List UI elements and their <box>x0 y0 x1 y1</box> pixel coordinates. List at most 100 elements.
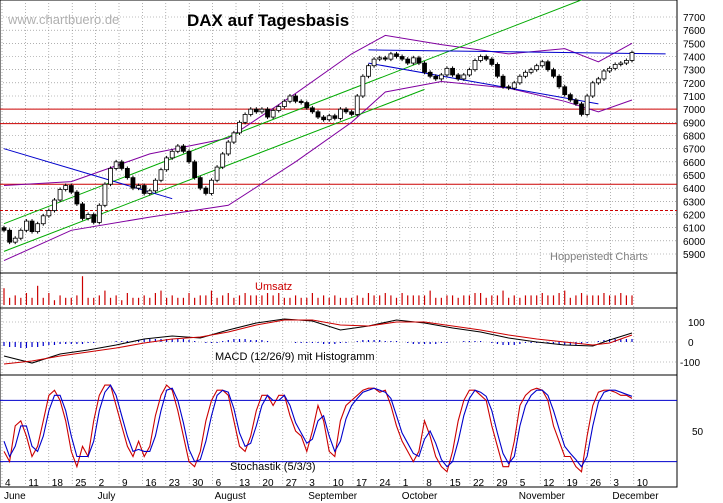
x-tick-label: 3 <box>613 478 619 489</box>
candle-body <box>623 60 629 64</box>
candle-body <box>450 67 455 76</box>
candle-body <box>248 108 254 115</box>
candle-body <box>472 60 478 71</box>
macd-tick-label: 0 <box>688 338 694 349</box>
candle-body <box>556 75 562 88</box>
candle-body <box>63 185 69 190</box>
x-tick-label: 9 <box>122 478 128 489</box>
candle-body <box>338 108 343 119</box>
candle-body <box>562 86 568 96</box>
price-tick-label: 6100 <box>683 224 706 235</box>
candle-body <box>68 185 74 193</box>
trend-lines <box>3 0 666 252</box>
price-tick-label: 6400 <box>683 184 706 195</box>
candle-body <box>24 220 29 231</box>
x-tick-label: 20 <box>262 478 274 489</box>
candle-body <box>478 56 484 61</box>
lower-trend-channel-line <box>3 88 425 252</box>
candle-body <box>343 108 349 113</box>
candle-body <box>394 53 399 57</box>
signal-line <box>3 319 633 365</box>
candle-body <box>181 145 186 152</box>
candle-body <box>242 114 248 123</box>
x-tick-label: 10 <box>333 478 345 489</box>
price-tick-label: 6800 <box>683 132 706 143</box>
x-tick-label: 11 <box>28 478 39 489</box>
lower-trend-channel-line <box>368 62 599 105</box>
stochastic-k-line <box>3 384 633 473</box>
price-tick-label: 6900 <box>683 118 706 129</box>
candle-body <box>489 58 495 65</box>
candle-body <box>18 229 24 239</box>
candle-body <box>354 95 360 115</box>
price-tick-label: 7400 <box>683 53 706 64</box>
price-tick-label: 7200 <box>683 79 706 90</box>
x-tick-label: 17 <box>356 478 368 489</box>
x-tick-label: 19 <box>567 478 579 489</box>
price-tick-label: 7600 <box>683 26 706 37</box>
candle-body <box>35 223 41 233</box>
watermark: www.chartbuero.de <box>7 12 119 27</box>
candle-body <box>433 75 439 80</box>
candle-body <box>220 153 226 168</box>
x-tick-label: 22 <box>473 478 485 489</box>
x-tick-label: 25 <box>75 478 87 489</box>
price-tick-label: 5900 <box>683 250 706 261</box>
candle-body <box>96 204 102 223</box>
candle-body <box>629 52 635 61</box>
candle-body <box>483 56 489 60</box>
candle-body <box>495 64 500 77</box>
candle-body <box>590 82 596 97</box>
macd-line <box>3 318 633 364</box>
x-tick-label: 8 <box>426 478 432 489</box>
x-tick-label: 13 <box>239 478 251 489</box>
candle-body <box>500 75 506 88</box>
candle-body <box>113 161 119 169</box>
macd-label: MACD (12/26/9) mit Histogramm <box>215 351 375 363</box>
candle-body <box>584 95 590 115</box>
y-axis-labels: 5900 6000 6100 6200 6300 6400 6500 6600 6700 6800… <box>680 13 706 438</box>
candle-body <box>57 189 63 201</box>
price-tick-label: 6500 <box>683 171 706 182</box>
candle-body <box>539 61 545 67</box>
price-tick-label: 6700 <box>683 145 706 156</box>
candle-body <box>209 179 214 194</box>
candle-body <box>231 132 237 143</box>
month-label: June <box>4 491 26 502</box>
candle-body <box>186 150 192 163</box>
candle-body <box>164 157 170 171</box>
candle-body <box>7 229 13 243</box>
candle-body <box>102 183 108 206</box>
x-tick-label: 26 <box>590 478 602 489</box>
candle-body <box>108 168 113 185</box>
x-tick-label: 29 <box>496 478 508 489</box>
candle-body <box>203 187 209 194</box>
candle-body <box>618 62 624 65</box>
month-label: December <box>612 491 659 502</box>
price-tick-label: 6000 <box>683 237 706 248</box>
month-label: August <box>215 491 246 502</box>
candle-body <box>612 64 618 69</box>
candle-body <box>40 215 46 225</box>
candle-body <box>29 220 35 233</box>
candle-body <box>298 100 304 103</box>
candle-body <box>528 69 534 73</box>
candle-body <box>304 102 310 109</box>
candle-body <box>601 70 607 80</box>
x-tick-label: 24 <box>379 478 391 489</box>
month-label: July <box>98 491 116 502</box>
price-tick-label: 7700 <box>683 13 706 24</box>
candle-body <box>91 214 97 223</box>
candle-body <box>124 168 130 179</box>
stochastic-panel <box>0 384 677 473</box>
price-tick-label: 6200 <box>683 211 706 222</box>
candle-body <box>141 185 147 194</box>
chart-frame <box>0 0 678 488</box>
candle-body <box>427 71 433 77</box>
macd-tick-label: 100 <box>688 318 705 329</box>
candle-body <box>416 57 422 64</box>
candle-body <box>405 58 411 64</box>
source-label: Hoppenstedt Charts <box>550 251 648 263</box>
candle-body <box>197 177 203 189</box>
